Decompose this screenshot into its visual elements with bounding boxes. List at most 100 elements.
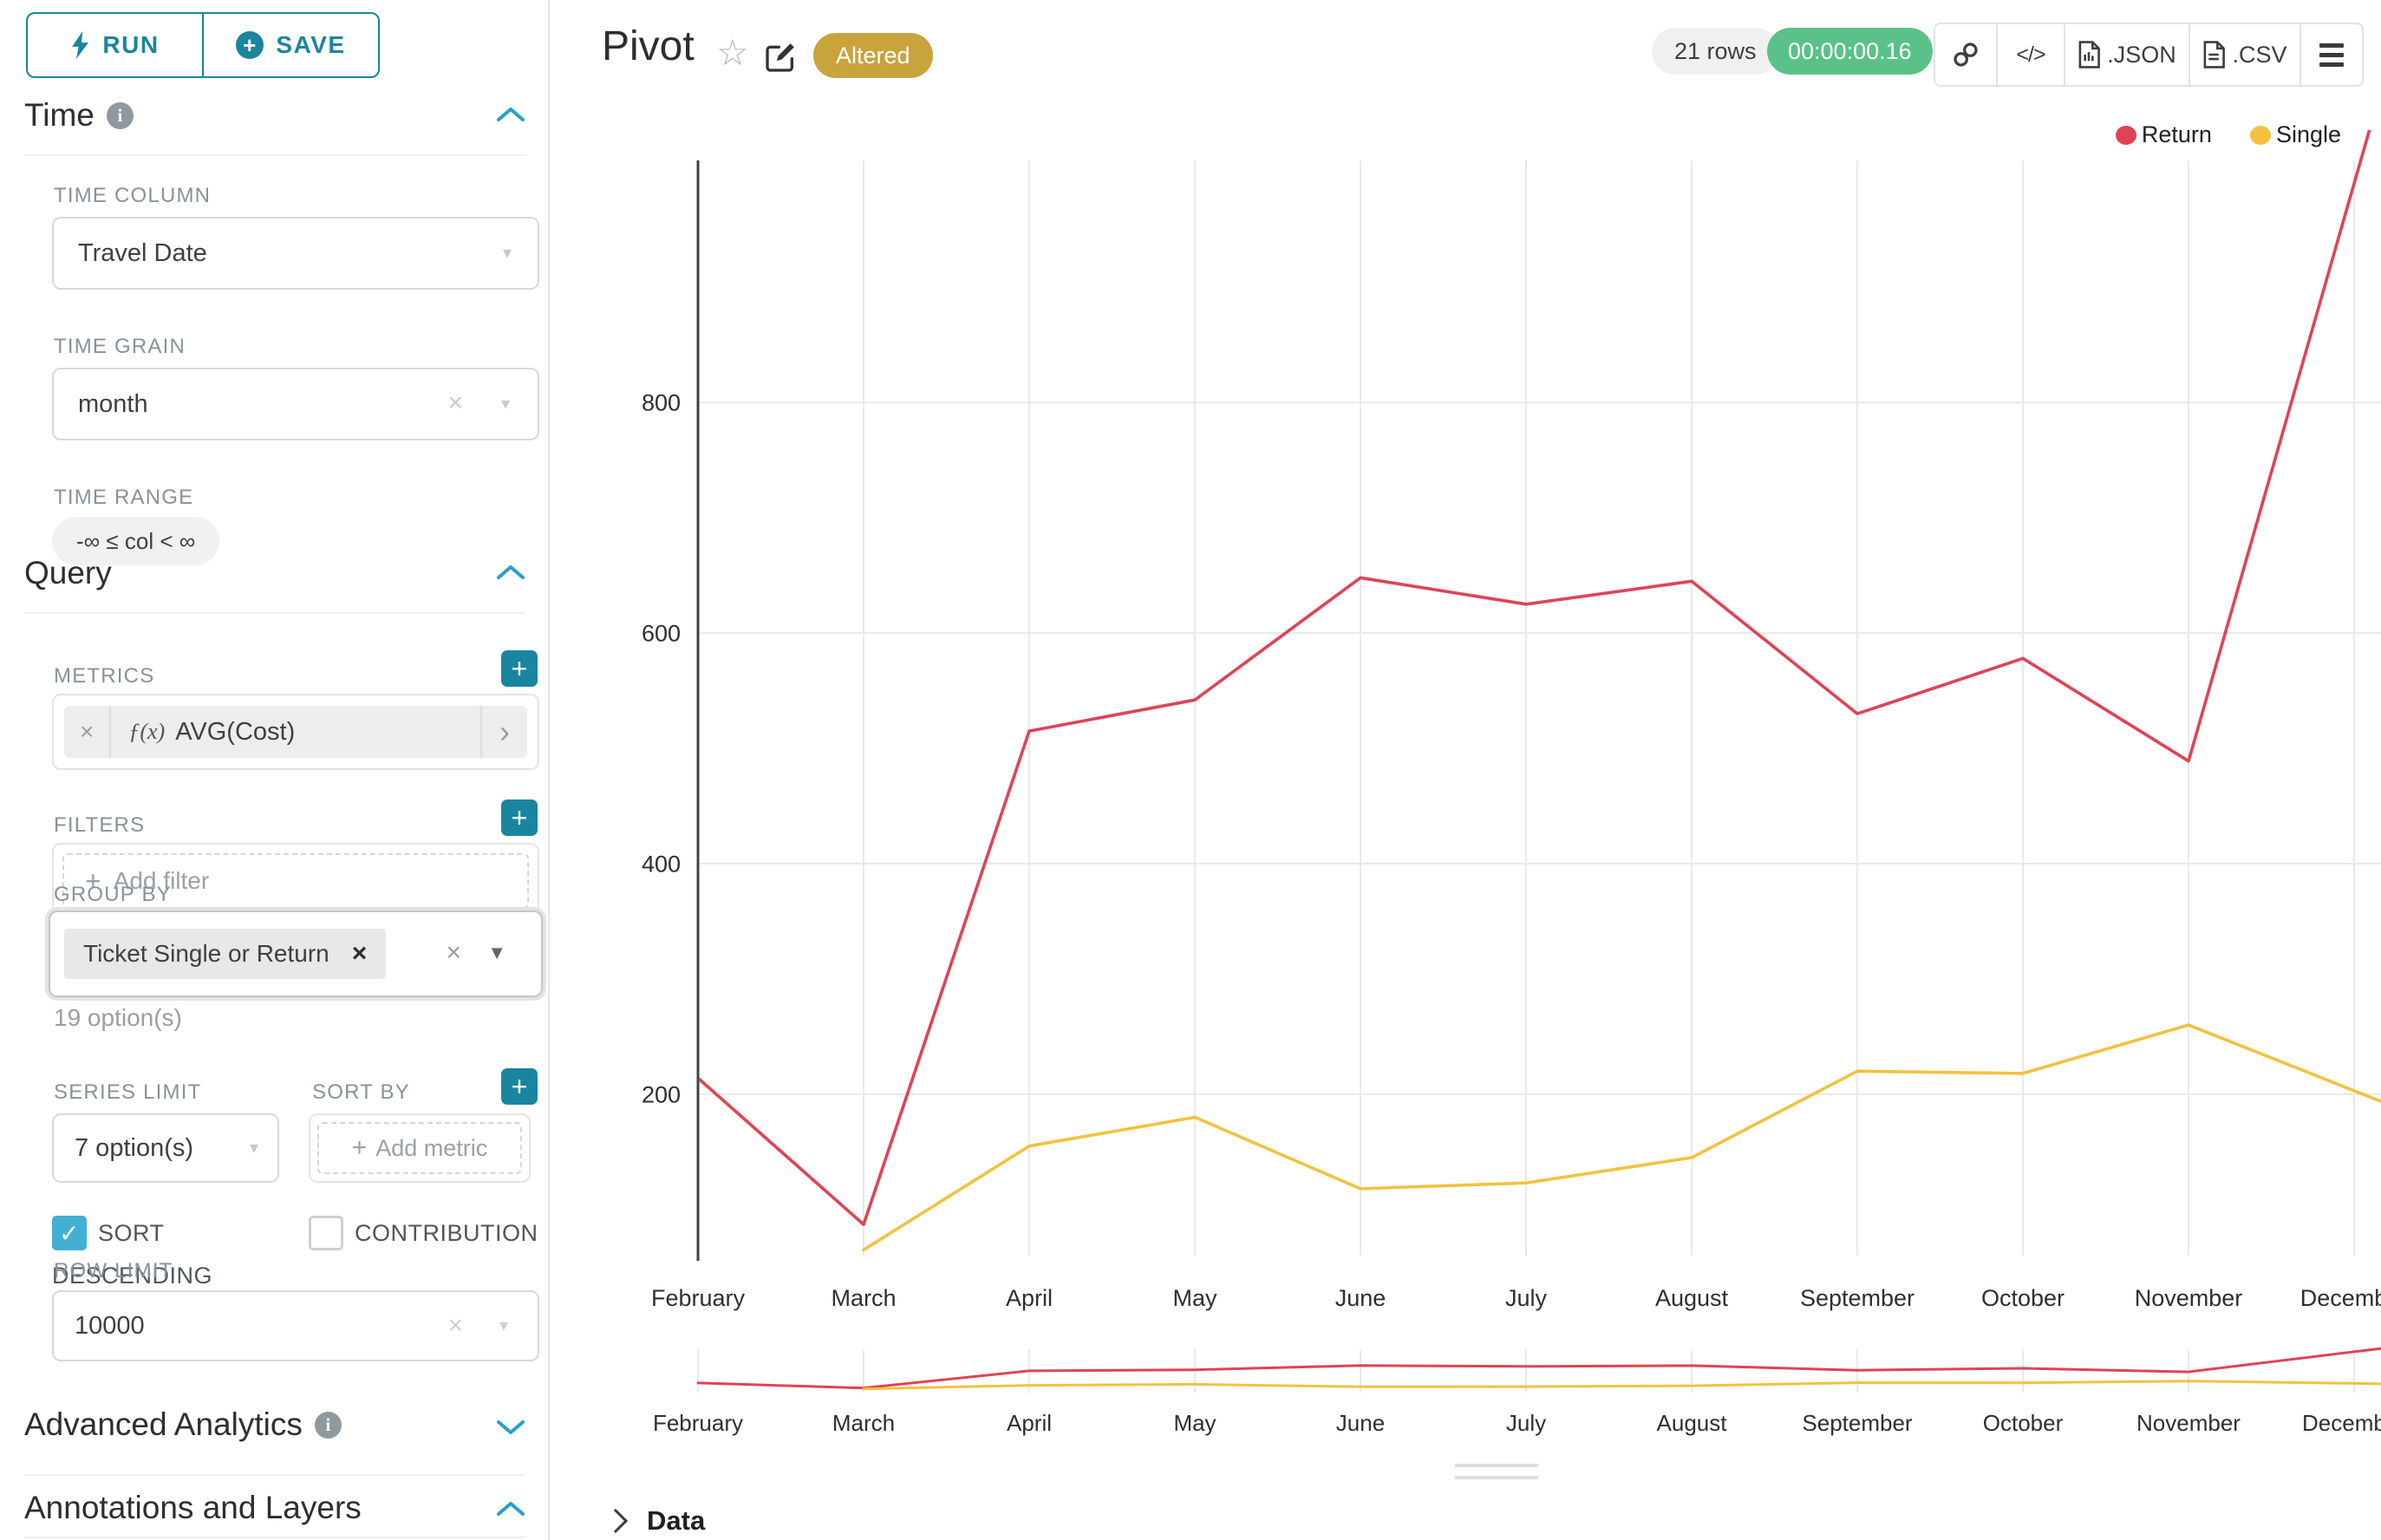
svg-text:March: March — [832, 1410, 895, 1436]
group-by-select[interactable]: Ticket Single or Return × × ▼ — [49, 910, 543, 997]
collapse-chevron-up-icon[interactable] — [496, 1500, 525, 1517]
caret-down-icon: ▾ — [502, 244, 512, 263]
query-heading-label: Query — [24, 555, 112, 591]
add-filter-plus-button[interactable]: + — [501, 799, 538, 836]
csv-button-label: .CSV — [2232, 41, 2287, 68]
share-link-button[interactable] — [1935, 24, 1996, 85]
sort-descending-field: ✓ SORT DESCENDING — [52, 1212, 243, 1297]
svg-text:March: March — [831, 1285, 896, 1311]
svg-text:April: April — [1006, 1285, 1053, 1311]
caret-down-icon: ▼ — [487, 942, 506, 963]
info-icon[interactable]: i — [106, 101, 134, 129]
group-by-options-count: 19 option(s) — [54, 1004, 182, 1031]
svg-text:August: August — [1657, 1410, 1728, 1436]
advanced-analytics-heading: Advanced Analytics i — [24, 1406, 342, 1443]
series-limit-select[interactable]: 7 option(s) ▾ — [52, 1113, 279, 1183]
group-by-label: GROUP BY — [54, 883, 172, 906]
run-button[interactable]: RUN — [28, 14, 202, 76]
legend-dot-icon — [2115, 125, 2136, 145]
link-icon — [1954, 42, 1978, 67]
remove-chip-icon[interactable]: × — [351, 939, 368, 968]
section-divider — [24, 154, 525, 156]
favorite-star-icon[interactable]: ☆ — [716, 32, 749, 73]
svg-text:September: September — [1800, 1285, 1915, 1311]
range-selector-handle[interactable] — [1455, 1464, 1538, 1467]
svg-text:December: December — [2302, 1410, 2381, 1436]
sidebar-divider — [548, 0, 550, 1540]
chart-menu-button[interactable] — [2299, 24, 2362, 85]
svg-text:July: July — [1506, 1410, 1546, 1436]
range-selector-handle[interactable] — [1455, 1476, 1538, 1479]
clear-icon[interactable]: × — [446, 938, 461, 967]
time-range-label: TIME RANGE — [54, 486, 194, 509]
svg-text:November: November — [2136, 1410, 2241, 1436]
clear-icon[interactable]: × — [447, 1311, 463, 1340]
time-column-value: Travel Date — [78, 238, 207, 267]
remove-metric-icon[interactable]: × — [80, 718, 95, 745]
time-section-heading: Time i — [24, 97, 134, 134]
svg-text:May: May — [1172, 1285, 1217, 1311]
annotations-label: Annotations and Layers — [24, 1490, 362, 1525]
time-heading-label: Time — [24, 97, 95, 133]
legend-item[interactable]: Single — [2249, 121, 2341, 148]
lightning-icon — [72, 31, 89, 59]
clear-icon[interactable]: × — [447, 388, 463, 417]
csv-file-icon — [2204, 41, 2226, 69]
sort-descending-label: SORT DESCENDING — [52, 1220, 213, 1289]
svg-text:600: 600 — [642, 621, 681, 647]
export-json-button[interactable]: .JSON — [2064, 24, 2189, 85]
json-file-icon — [2078, 41, 2101, 69]
expand-chevron-icon[interactable]: › — [499, 714, 510, 749]
save-button-label: SAVE — [276, 31, 346, 58]
save-button[interactable]: + SAVE — [202, 14, 378, 76]
time-grain-label: TIME GRAIN — [54, 335, 186, 358]
time-column-select[interactable]: Travel Date ▾ — [52, 217, 539, 290]
collapse-chevron-down-icon[interactable] — [496, 1419, 525, 1436]
advanced-analytics-label: Advanced Analytics — [24, 1406, 303, 1442]
row-count-badge: 21 rows — [1652, 28, 1779, 75]
svg-text:August: August — [1655, 1285, 1729, 1311]
add-sort-metric-button[interactable]: + Add metric — [317, 1122, 522, 1174]
svg-text:October: October — [1983, 1410, 2064, 1436]
hamburger-icon — [2319, 42, 2344, 67]
section-divider — [24, 1474, 525, 1476]
altered-badge[interactable]: Altered — [813, 33, 933, 78]
group-by-chip-label: Ticket Single or Return — [83, 940, 329, 967]
collapse-chevron-up-icon[interactable] — [496, 106, 525, 123]
data-section-toggle[interactable]: Data — [603, 1505, 706, 1537]
add-sort-metric-plus-button[interactable]: + — [501, 1068, 538, 1105]
caret-down-icon: ▾ — [249, 1139, 258, 1158]
svg-text:800: 800 — [642, 390, 681, 416]
legend-dot-icon — [2249, 125, 2271, 145]
add-metric-plus-button[interactable]: + — [501, 650, 538, 687]
legend-label: Single — [2275, 121, 2341, 147]
group-by-chip[interactable]: Ticket Single or Return × — [64, 929, 387, 979]
function-icon: ƒ(x) — [128, 719, 166, 744]
svg-text:September: September — [1802, 1410, 1913, 1436]
contribution-checkbox[interactable] — [309, 1216, 343, 1250]
sort-descending-checkbox[interactable]: ✓ — [52, 1216, 87, 1250]
legend-label: Return — [2141, 121, 2212, 147]
add-filter-button[interactable]: + Add filter — [62, 853, 529, 909]
view-query-button[interactable]: </> — [1996, 24, 2064, 85]
svg-text:October: October — [1981, 1285, 2065, 1311]
time-grain-value: month — [78, 389, 148, 418]
time-range-pill[interactable]: -∞ ≤ col < ∞ — [52, 517, 220, 565]
edit-icon[interactable] — [763, 40, 798, 75]
sort-by-label: SORT BY — [312, 1080, 410, 1104]
svg-text:April: April — [1007, 1410, 1052, 1436]
metric-pill[interactable]: × ƒ(x) AVG(Cost) › — [64, 706, 527, 758]
altered-badge-label: Altered — [836, 42, 910, 69]
caret-down-icon: ▾ — [499, 1316, 508, 1335]
time-grain-select[interactable]: month × ▾ — [52, 368, 539, 440]
data-section-label: Data — [647, 1505, 706, 1536]
row-limit-select[interactable]: 10000 × ▾ — [52, 1290, 539, 1361]
info-icon[interactable]: i — [314, 1411, 342, 1439]
collapse-chevron-up-icon[interactable] — [496, 564, 525, 581]
plus-icon: + — [85, 865, 101, 897]
legend-item[interactable]: Return — [2115, 121, 2212, 148]
plus-icon: + — [351, 1133, 368, 1162]
export-csv-button[interactable]: .CSV — [2189, 24, 2299, 85]
chevron-right-icon — [603, 1508, 629, 1534]
